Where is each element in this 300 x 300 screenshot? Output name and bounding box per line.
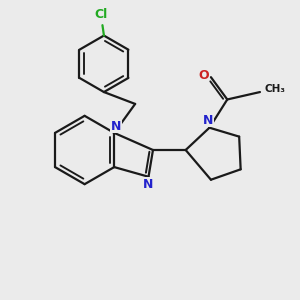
- Text: Cl: Cl: [94, 8, 108, 21]
- Text: O: O: [198, 69, 209, 82]
- Text: CH₃: CH₃: [264, 84, 285, 94]
- Text: N: N: [110, 120, 121, 133]
- Text: N: N: [203, 114, 213, 127]
- Text: N: N: [143, 178, 154, 191]
